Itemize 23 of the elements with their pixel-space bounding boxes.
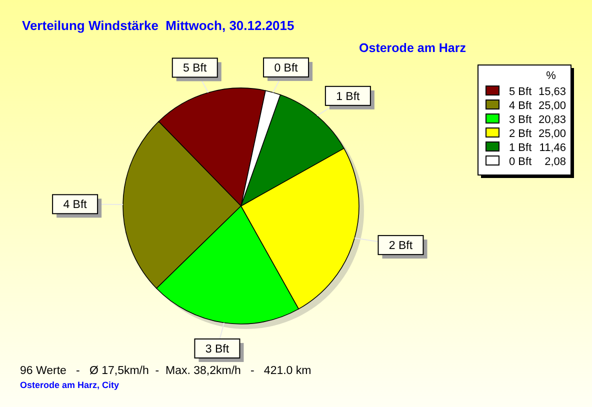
slice-label: 3 Bft xyxy=(205,343,230,356)
legend-label: 2 Bft xyxy=(509,128,532,140)
data-label: 15,63 xyxy=(538,86,566,98)
legend-label: 0 Bft xyxy=(509,156,532,168)
data-label: 11,46 xyxy=(539,142,566,154)
slice-label: 0 Bft xyxy=(274,62,299,74)
data-label: 20,83 xyxy=(538,114,566,126)
legend-label: 5 Bft xyxy=(509,86,532,98)
legend-label: 3 Bft xyxy=(509,114,532,126)
chart-subtitle: Osterode am Harz xyxy=(359,41,466,55)
slice-label: 1 Bft xyxy=(336,90,361,103)
text: Osterode am Harz, City xyxy=(20,380,120,390)
slice-label: 2 Bft xyxy=(388,240,414,252)
text: 96 Werte - Ø 17,5km/h - Max. 38,2km/h - 421.0 km xyxy=(20,365,312,377)
legend-label: 4 Bft xyxy=(509,100,532,112)
slice-label: 4 Bft xyxy=(63,199,88,212)
data-label: 25,00 xyxy=(538,128,566,140)
slice-label: 5 Bft xyxy=(183,62,208,75)
chart-title: Verteilung Windstärke Mittwoch, 30.12.2015 xyxy=(22,18,294,33)
legend-title: % xyxy=(546,70,556,82)
legend-label: 1 Bft xyxy=(509,142,532,154)
data-label: 2,08 xyxy=(544,156,566,168)
data-label: 25,00 xyxy=(538,100,566,112)
